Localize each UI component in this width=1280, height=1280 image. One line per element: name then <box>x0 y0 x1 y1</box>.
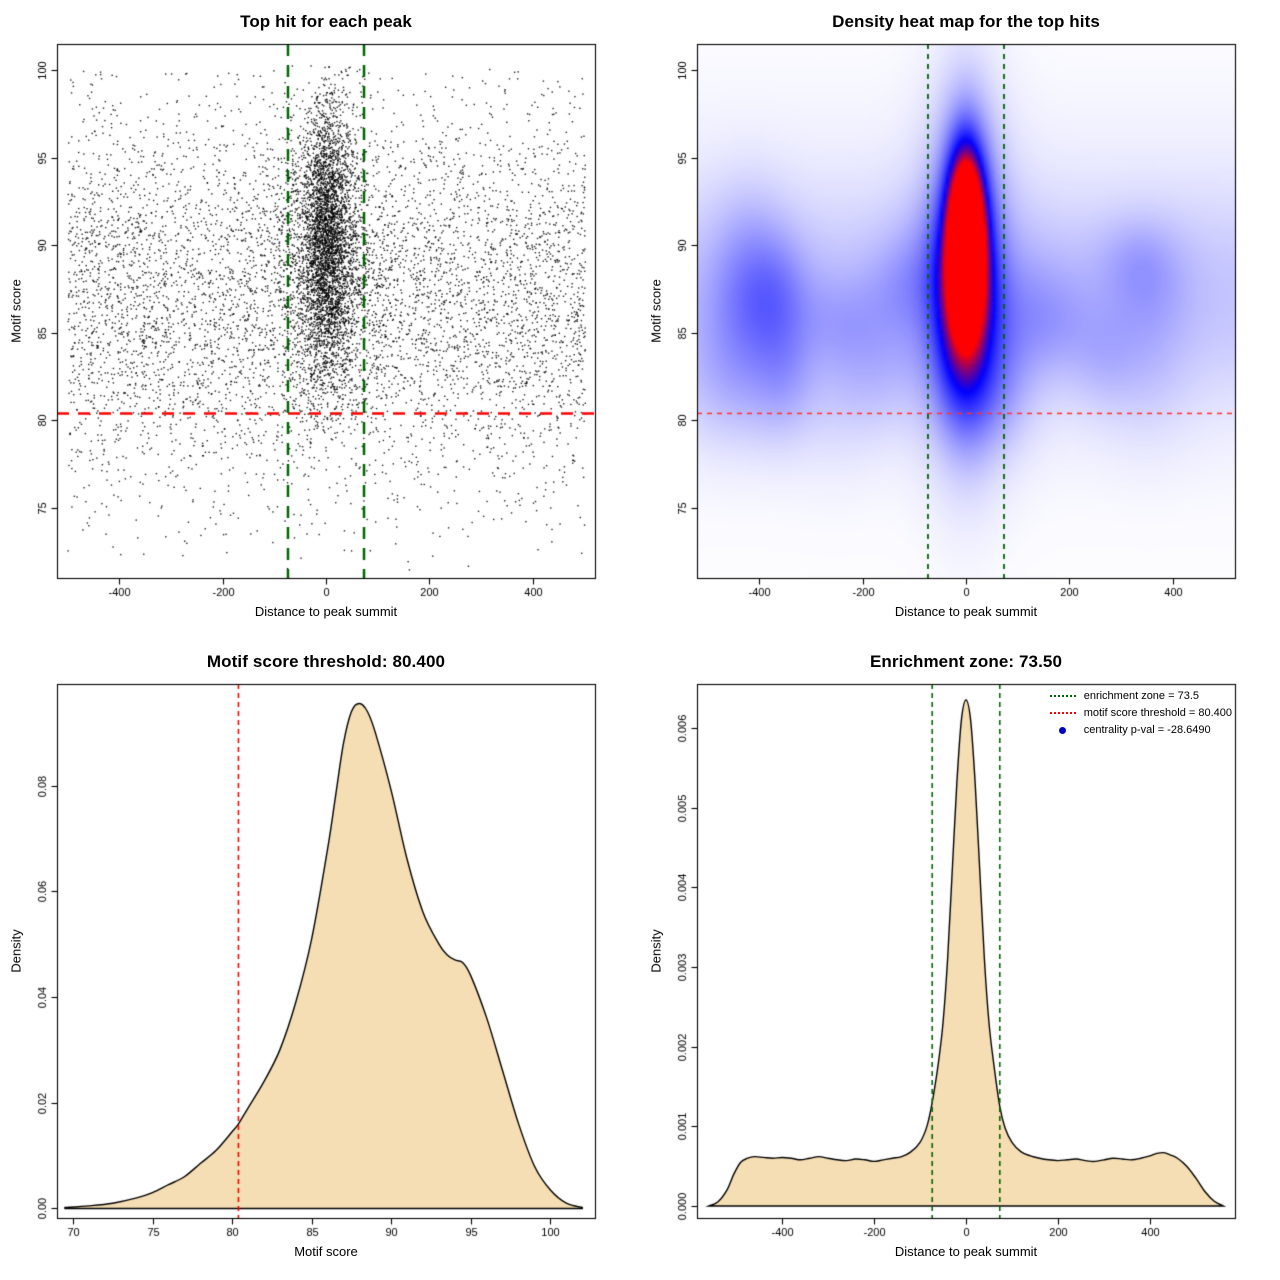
scatter-plot-canvas <box>0 0 640 640</box>
x-axis-label: Distance to peak summit <box>254 604 398 619</box>
y-axis-label: Density <box>8 929 24 973</box>
chart-title: Motif score threshold: 80.400 <box>206 652 446 671</box>
panel-enrichment-zone-density: Enrichment zone: 73.50 Distance to peak … <box>640 640 1280 1280</box>
x-axis-label: Motif score <box>294 1244 358 1259</box>
y-axis-label: Density <box>648 929 664 973</box>
legend-item-centrality-pval: centrality p-val = -28.6490 <box>1050 724 1232 736</box>
legend-item-enrichment-zone: enrichment zone = 73.5 <box>1049 690 1232 702</box>
green-dotted-line-swatch <box>1049 695 1076 697</box>
panel-motif-score-density: Motif score threshold: 80.400 Motif scor… <box>0 640 640 1280</box>
panel-density-heatmap: Density heat map for the top hits Distan… <box>640 0 1280 640</box>
x-axis-label: Distance to peak summit <box>894 604 1038 619</box>
score-density-plot-canvas <box>0 640 640 1280</box>
y-axis-label: Motif score <box>648 279 664 343</box>
legend-label: centrality p-val = -28.6490 <box>1083 724 1211 736</box>
chart-title: Enrichment zone: 73.50 <box>869 652 1063 671</box>
legend-item-motif-score-threshold: motif score threshold = 80.400 <box>1049 707 1232 719</box>
red-dotted-line-swatch <box>1049 712 1076 714</box>
chart-title: Density heat map for the top hits <box>832 12 1100 31</box>
panel-top-hit-scatter: Top hit for each peak Distance to peak s… <box>0 0 640 640</box>
blue-dot-swatch <box>1050 727 1076 734</box>
chart-title: Top hit for each peak <box>240 12 412 31</box>
legend-label: enrichment zone = 73.5 <box>1083 690 1199 702</box>
x-axis-label: Distance to peak summit <box>894 1244 1038 1259</box>
heatmap-plot-canvas <box>640 0 1280 640</box>
legend: enrichment zone = 73.5 motif score thres… <box>1049 690 1232 741</box>
y-axis-label: Motif score <box>8 279 24 343</box>
distance-density-plot-canvas <box>640 640 1280 1280</box>
legend-label: motif score threshold = 80.400 <box>1083 707 1232 719</box>
